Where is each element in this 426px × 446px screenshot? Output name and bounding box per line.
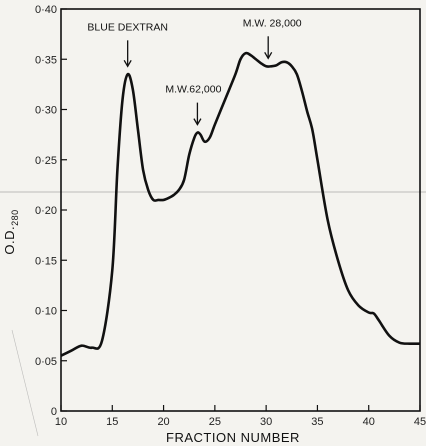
ticks: 10 15 20 25 30 35 40 45 0 0·05 0·10 0·15 0·20 0·25 0·3…: [35, 4, 426, 428]
x-tick-label: 10: [55, 416, 67, 428]
x-axis-title: FRACTION NUMBER: [166, 430, 300, 445]
y-tick-label: 0: [51, 406, 57, 418]
svg-text:O.D.280: O.D.280: [2, 209, 20, 254]
x-tick-label: 20: [157, 416, 169, 428]
y-axis-title: O.D.280: [2, 209, 20, 254]
x-tick-label: 40: [363, 416, 375, 428]
annotation-label: M.W.62,000: [165, 84, 221, 96]
y-tick-label: 0·15: [35, 255, 57, 267]
y-tick-label: 0·05: [35, 356, 57, 368]
annotations-layer: BLUE DEXTRAN M.W.62,000 M.W. 28,000: [87, 17, 302, 126]
x-tick-label: 35: [311, 416, 323, 428]
series-line: [60, 51, 421, 357]
annotation-arrow-head: [123, 59, 132, 68]
x-tick-label: 15: [106, 416, 118, 428]
y-axis-title-main: O.D.: [2, 226, 17, 255]
x-tick-label: 25: [209, 416, 221, 428]
series-layer: [60, 51, 421, 357]
scan-artifact-line: [11, 329, 39, 437]
x-tick-label: 45: [414, 416, 426, 428]
y-tick-label: 0·30: [35, 105, 57, 117]
y-tick-label: 0·25: [35, 155, 57, 167]
y-tick-label: 0·10: [35, 306, 57, 318]
y-tick-label: 0·40: [35, 4, 57, 16]
annotation-arrow-head: [264, 51, 273, 60]
annotation-label: M.W. 28,000: [243, 17, 302, 29]
x-tick-label: 30: [260, 416, 272, 428]
annotation-label: BLUE DEXTRAN: [87, 21, 168, 33]
annotation-arrow-head: [193, 118, 202, 126]
y-axis-title-subscript: 280: [10, 209, 20, 226]
y-tick-label: 0·35: [35, 54, 57, 66]
y-tick-label: 0·20: [35, 205, 57, 217]
